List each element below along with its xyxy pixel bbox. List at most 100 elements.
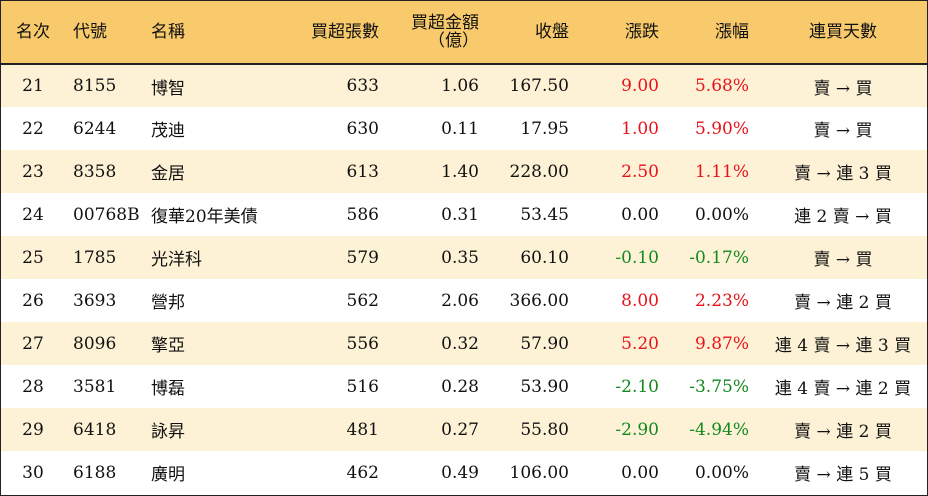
cell-net-buy-amount: 0.35	[441, 247, 479, 268]
cell-close: 228.00	[509, 161, 569, 182]
cell-net-buy-lots: 462	[346, 462, 379, 483]
table-row: 26 3693 營邦 562 2.06 366.00 8.00 2.23% 賣 → 連 2 買	[1, 279, 927, 322]
cell-rank: 25	[22, 247, 44, 268]
cell-change-pct: -3.75%	[689, 376, 749, 397]
cell-streak: 賣 → 連 2 買	[794, 422, 892, 442]
header-net-buy-amount: 買超金額 （億）	[389, 1, 489, 64]
cell-code: 3581	[73, 376, 117, 397]
cell-net-buy-amount: 1.06	[441, 76, 479, 96]
cell-streak: 賣 → 買	[813, 250, 873, 270]
cell-code: 1785	[73, 247, 117, 268]
cell-net-buy-amount: 0.28	[441, 376, 479, 397]
cell-name: 復華20年美債	[151, 207, 258, 227]
cell-net-buy-lots: 579	[346, 247, 379, 268]
cell-name: 詠昇	[151, 422, 185, 442]
cell-change: 0.00	[621, 462, 659, 483]
cell-name: 營邦	[151, 293, 185, 313]
cell-change-pct: -4.94%	[689, 419, 749, 440]
cell-close: 17.95	[520, 118, 569, 139]
cell-name: 金居	[151, 164, 185, 184]
cell-net-buy-lots: 481	[346, 419, 379, 440]
header-close: 收盤	[535, 22, 569, 42]
cell-code: 6244	[73, 118, 117, 139]
cell-net-buy-amount: 1.40	[441, 161, 479, 182]
table-row: 21 8155 博智 633 1.06 167.50 9.00 5.68% 賣 → 買	[1, 64, 927, 107]
cell-change: -2.10	[615, 376, 659, 397]
table-header: 名次 代號 名稱 買超張數 買超金額 （億） 收盤 漲跌 漲幅 連買天數	[1, 1, 927, 64]
table-row: 28 3581 博磊 516 0.28 53.90 -2.10 -3.75% 連 4 賣 → 連…	[1, 365, 927, 408]
cell-close: 106.00	[509, 462, 569, 483]
cell-streak: 連 4 賣 → 連 2 買	[774, 379, 912, 399]
table-row: 23 8358 金居 613 1.40 228.00 2.50 1.11% 賣 → 連 3 買	[1, 150, 927, 193]
cell-net-buy-lots: 556	[346, 333, 379, 354]
cell-change: 9.00	[621, 76, 659, 96]
cell-code: 8155	[73, 76, 117, 96]
table-row: 22 6244 茂迪 630 0.11 17.95 1.00 5.90% 賣 → 買	[1, 107, 927, 150]
header-rank: 名次	[16, 22, 50, 42]
cell-change: 1.00	[621, 118, 659, 139]
cell-streak: 賣 → 買	[813, 78, 873, 99]
cell-net-buy-lots: 613	[346, 161, 379, 182]
table-row: 24 00768B 復華20年美債 586 0.31 53.45 0.00 0.00% 連 2 …	[1, 193, 927, 236]
cell-rank: 30	[22, 462, 44, 483]
header-code: 代號	[73, 22, 107, 42]
cell-net-buy-lots: 516	[346, 376, 379, 397]
cell-change-pct: 5.90%	[694, 118, 749, 139]
cell-rank: 23	[22, 161, 44, 182]
cell-code: 6418	[73, 419, 117, 440]
cell-change-pct: 1.11%	[694, 161, 749, 182]
cell-rank: 24	[22, 204, 44, 225]
cell-change-pct: 0.00%	[694, 204, 749, 225]
cell-change: -0.10	[615, 247, 659, 268]
header-net-buy-amount-line2: （億）	[428, 31, 479, 51]
cell-rank: 29	[22, 419, 44, 440]
cell-name: 博磊	[151, 379, 185, 399]
cell-net-buy-amount: 0.49	[441, 462, 479, 483]
cell-change-pct: 5.68%	[694, 76, 749, 96]
cell-net-buy-amount: 2.06	[441, 290, 479, 311]
cell-close: 53.90	[520, 376, 569, 397]
cell-close: 167.50	[509, 76, 569, 96]
header-name: 名稱	[151, 22, 185, 42]
cell-change: 2.50	[621, 161, 659, 182]
table-row: 27 8096 擎亞 556 0.32 57.90 5.20 9.87% 連 4 賣 → 連 3…	[1, 322, 927, 365]
cell-net-buy-lots: 633	[346, 76, 379, 96]
cell-change-pct: 9.87%	[694, 333, 749, 354]
cell-close: 60.10	[520, 247, 569, 268]
header-streak: 連買天數	[809, 22, 877, 42]
cell-rank: 22	[22, 118, 44, 139]
header-net-buy-lots: 買超張數	[311, 22, 379, 42]
cell-streak: 賣 → 連 5 買	[794, 465, 892, 485]
header-change: 漲跌	[625, 22, 659, 42]
cell-rank: 27	[22, 333, 44, 354]
cell-code: 3693	[73, 290, 117, 311]
cell-streak: 連 4 賣 → 連 3 買	[774, 336, 912, 356]
cell-name: 廣明	[151, 465, 185, 485]
cell-net-buy-amount: 0.32	[441, 333, 479, 354]
table-row: 25 1785 光洋科 579 0.35 60.10 -0.10 -0.17% 賣 → 買	[1, 236, 927, 279]
cell-rank: 26	[22, 290, 44, 311]
cell-code: 00768B	[73, 204, 140, 225]
cell-close: 57.90	[520, 333, 569, 354]
table-row: 30 6188 廣明 462 0.49 106.00 0.00 0.00% 賣 → 連 5 買	[1, 451, 927, 494]
cell-name: 擎亞	[151, 336, 185, 356]
header-row: 名次 代號 名稱 買超張數 買超金額 （億） 收盤 漲跌 漲幅 連買天數	[1, 1, 927, 64]
cell-change-pct: -0.17%	[689, 247, 749, 268]
table-body: 21 8155 博智 633 1.06 167.50 9.00 5.68% 賣 → 買 22 624…	[1, 64, 927, 494]
cell-code: 6188	[73, 462, 117, 483]
cell-close: 55.80	[520, 419, 569, 440]
cell-streak: 賣 → 連 2 買	[794, 293, 892, 313]
cell-rank: 21	[22, 76, 44, 96]
cell-name: 博智	[151, 78, 185, 99]
cell-change: 0.00	[621, 204, 659, 225]
cell-close: 366.00	[509, 290, 569, 311]
cell-change-pct: 2.23%	[694, 290, 749, 311]
cell-rank: 28	[22, 376, 44, 397]
cell-change: 5.20	[621, 333, 659, 354]
header-net-buy-amount-line1: 買超金額	[411, 13, 479, 33]
cell-streak: 連 2 賣 → 買	[794, 207, 892, 227]
cell-net-buy-lots: 586	[346, 204, 379, 225]
table-row: 29 6418 詠昇 481 0.27 55.80 -2.90 -4.94% 賣 → 連 2 買	[1, 408, 927, 451]
